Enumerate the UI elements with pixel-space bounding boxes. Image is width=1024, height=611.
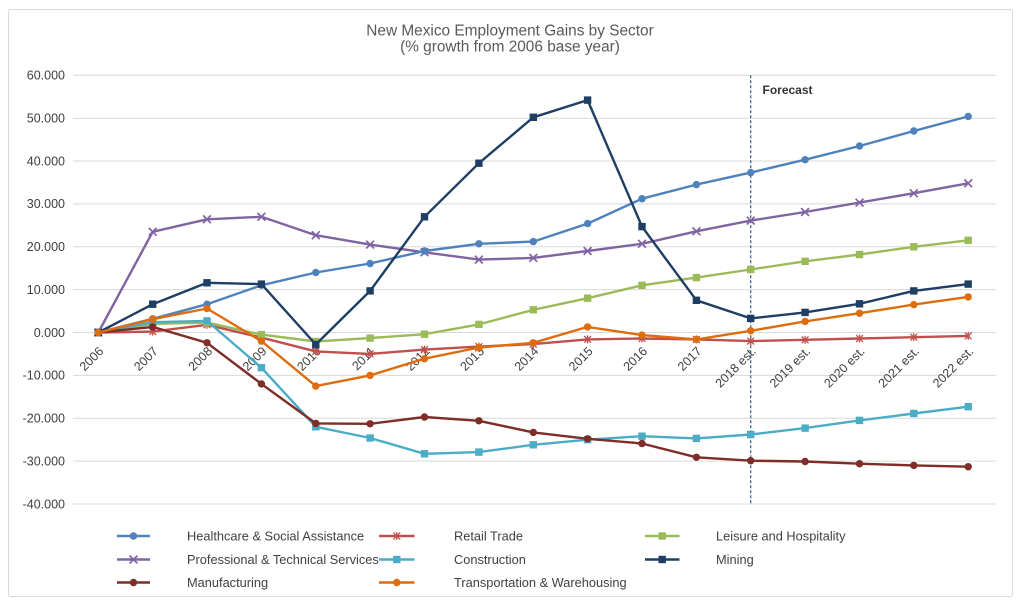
svg-text:-30.000: -30.000 <box>23 454 65 468</box>
svg-text:Professional & Technical Servi: Professional & Technical Services <box>187 552 379 567</box>
svg-text:-20.000: -20.000 <box>23 412 65 426</box>
svg-text:10.000: 10.000 <box>27 283 65 297</box>
svg-text:20.000: 20.000 <box>27 240 65 254</box>
svg-text:Manufacturing: Manufacturing <box>187 575 268 590</box>
svg-text:0.000: 0.000 <box>34 326 65 340</box>
svg-text:Mining: Mining <box>716 552 754 567</box>
svg-text:30.000: 30.000 <box>27 197 65 211</box>
svg-text:Healthcare & Social Assistance: Healthcare & Social Assistance <box>187 528 364 543</box>
svg-text:Retail Trade: Retail Trade <box>454 528 523 543</box>
svg-text:Leisure and Hospitality: Leisure and Hospitality <box>716 528 846 543</box>
svg-text:40.000: 40.000 <box>27 154 65 168</box>
svg-text:50.000: 50.000 <box>27 112 65 126</box>
svg-text:Transportation & Warehousing: Transportation & Warehousing <box>454 575 627 590</box>
svg-text:New Mexico Employment Gains by: New Mexico Employment Gains by Sector <box>366 23 653 40</box>
svg-text:(% growth from 2006 base year): (% growth from 2006 base year) <box>400 39 620 56</box>
svg-text:60.000: 60.000 <box>27 69 65 83</box>
svg-text:Forecast: Forecast <box>763 83 813 97</box>
svg-text:-10.000: -10.000 <box>23 369 65 383</box>
svg-text:Construction: Construction <box>454 552 526 567</box>
svg-text:-40.000: -40.000 <box>23 497 65 511</box>
